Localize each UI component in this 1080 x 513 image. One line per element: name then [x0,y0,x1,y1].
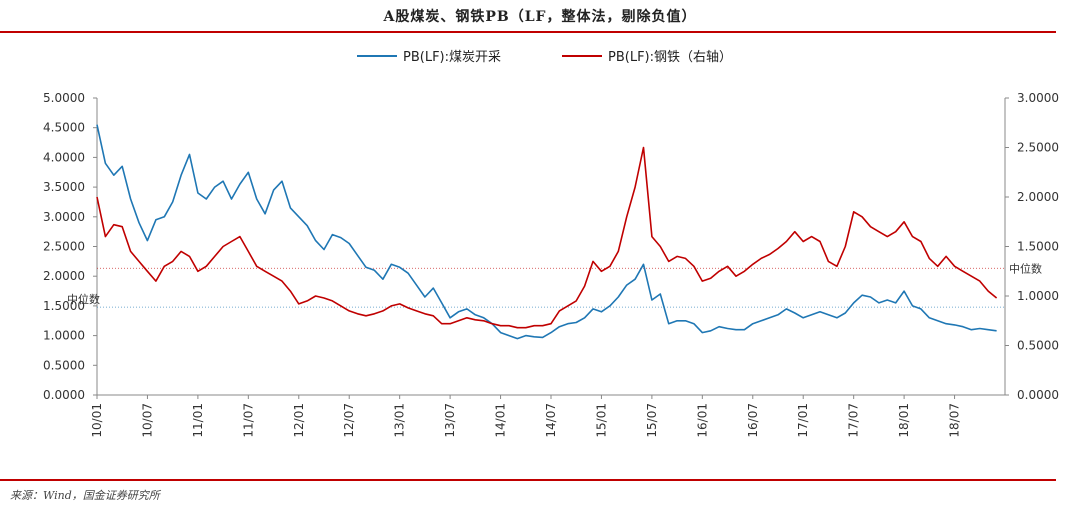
right-tick-label: 1.5000 [1017,240,1059,254]
median-label-right: 中位数 [1009,261,1042,275]
x-tick-label: 11/07 [241,403,255,438]
right-tick-label: 2.5000 [1017,141,1059,155]
left-tick-label: 4.0000 [43,150,85,164]
x-tick-label: 11/01 [191,403,205,438]
x-tick-label: 12/01 [292,403,306,438]
title-divider [0,31,1056,33]
left-tick-label: 0.0000 [43,388,85,402]
x-tick-label: 17/01 [796,403,810,438]
chart-title: A股煤炭、钢铁PB（LF，整体法，剔除负值） [383,9,697,25]
chart-legend: PB(LF):煤炭开采 PB(LF):钢铁（右轴） [357,50,732,65]
left-tick-label: 2.0000 [43,269,85,283]
footer-divider [0,479,1056,481]
x-tick-label: 10/07 [140,403,154,438]
series-line-steel [96,146,998,329]
x-tick-label: 13/01 [393,403,407,438]
x-tick-label: 15/07 [645,403,659,438]
left-tick-label: 4.5000 [43,121,85,135]
left-tick-label: 3.5000 [43,180,85,194]
x-tick-label: 17/07 [847,403,861,438]
right-tick-label: 0.0000 [1017,388,1059,402]
legend-label-steel: PB(LF):钢铁（右轴） [608,50,732,65]
x-tick-label: 14/07 [544,403,558,438]
x-tick-label: 12/07 [342,403,356,438]
x-tick-label: 10/01 [90,403,104,438]
left-tick-label: 5.0000 [43,91,85,105]
left-tick-label: 0.5000 [43,358,85,372]
x-tick-label: 18/07 [948,403,962,438]
x-tick-label: 18/01 [897,403,911,438]
right-tick-label: 2.0000 [1017,190,1059,204]
right-tick-label: 1.0000 [1017,289,1059,303]
series-line-coal [96,124,997,340]
legend-label-coal: PB(LF):煤炭开采 [403,50,501,65]
left-tick-label: 1.0000 [43,329,85,343]
left-tick-label: 1.5000 [43,299,85,313]
right-tick-label: 3.0000 [1017,91,1059,105]
x-tick-label: 16/07 [746,403,760,438]
x-tick-label: 15/01 [594,403,608,438]
median-label-left: 中位数 [67,292,100,306]
x-tick-label: 16/01 [695,403,709,438]
x-tick-label: 13/07 [443,403,457,438]
right-tick-label: 0.5000 [1017,339,1059,353]
series-lines [96,124,998,340]
chart-axes: 0.0000 0.5000 1.0000 1.5000 2.0000 2.5000 3.00… [43,91,1059,438]
source-note: 来源：Wind，国金证券研究所 [10,489,160,502]
x-tick-label: 14/01 [494,403,508,438]
left-tick-label: 2.5000 [43,240,85,254]
left-tick-label: 3.0000 [43,210,85,224]
